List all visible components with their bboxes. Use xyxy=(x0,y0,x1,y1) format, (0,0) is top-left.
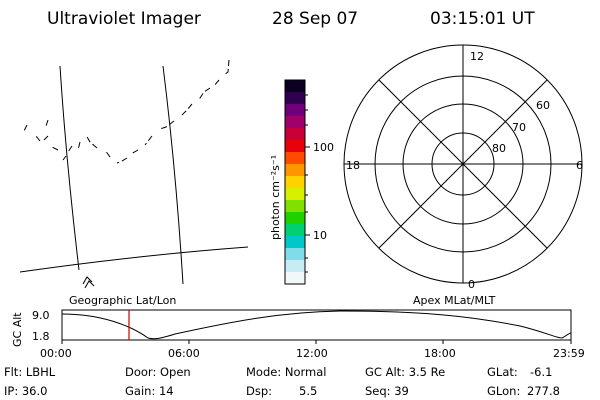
ip-info: IP: 36.0 xyxy=(4,384,47,398)
colorbar-segment xyxy=(285,260,305,273)
colorbar-segment xyxy=(285,104,305,117)
colorbar-segment xyxy=(285,212,305,225)
colorbar-segment xyxy=(285,140,305,153)
colorbar-segment xyxy=(285,92,305,105)
altitude-curve xyxy=(61,310,572,340)
colorbar-tick-100: 100 xyxy=(313,141,334,154)
altitude-plot-frame xyxy=(61,309,572,341)
mlt-label-0: 0 xyxy=(468,278,475,291)
altitude-xtick-1800: 18:00 xyxy=(424,347,456,360)
colorbar-segment xyxy=(285,128,305,141)
mlt-label-18: 18 xyxy=(346,159,360,172)
colorbar-unit-label: photon cm⁻²s⁻¹ xyxy=(269,155,282,240)
colorbar xyxy=(285,80,305,285)
coastline xyxy=(23,59,230,164)
altitude-xtick-1200: 12:00 xyxy=(296,347,328,360)
colorbar-segment xyxy=(285,224,305,237)
gc-alt-info: GC Alt: 3.5 Re xyxy=(365,365,445,379)
altitude-xticks xyxy=(61,340,572,344)
glat-label: GLat: xyxy=(487,365,518,379)
glon-value: 277.8 xyxy=(527,384,560,398)
altitude-xtick-0000: 00:00 xyxy=(40,347,72,360)
mlt-label-6: 6 xyxy=(576,159,583,172)
latitude-line xyxy=(19,246,249,273)
polar-diagonal-2 xyxy=(378,79,548,249)
colorbar-segment xyxy=(285,272,305,285)
colorbar-segment xyxy=(285,80,305,93)
door-info: Door: Open xyxy=(125,365,191,379)
glon-label: GLon: xyxy=(487,384,520,398)
seq-info: Seq: 39 xyxy=(365,384,409,398)
dsp-value: 5.5 xyxy=(299,384,317,398)
colorbar-segment xyxy=(285,200,305,213)
colorbar-ticks xyxy=(305,94,310,273)
mode-info: Mode: Normal xyxy=(246,365,326,379)
info-panel: Flt: LBHL Door: Open Mode: Normal GC Alt… xyxy=(4,365,560,398)
altitude-ytick-low: 1.8 xyxy=(32,330,50,343)
colorbar-segment xyxy=(285,188,305,201)
colorbar-segment xyxy=(285,116,305,129)
colorbar-segment xyxy=(285,176,305,189)
longitude-line-left xyxy=(59,65,80,271)
gain-info: Gain: 14 xyxy=(125,384,174,398)
colorbar-segment xyxy=(285,248,305,261)
geographic-label: Geographic Lat/Lon xyxy=(69,294,176,307)
time-label: 03:15:01 UT xyxy=(430,9,535,29)
altitude-ytick-high: 9.0 xyxy=(32,309,50,322)
altitude-xtick-0600: 06:00 xyxy=(168,347,200,360)
glat-value: -6.1 xyxy=(530,365,552,379)
altitude-plot xyxy=(61,309,572,344)
mlat-label-80: 80 xyxy=(492,142,506,155)
colorbar-frame xyxy=(284,79,306,285)
geographic-map xyxy=(19,59,249,289)
instrument-title: Ultraviolet Imager xyxy=(47,9,201,29)
apex-label: Apex MLat/MLT xyxy=(413,294,496,307)
filter-info: Flt: LBHL xyxy=(4,365,56,379)
dsp-label: Dsp: xyxy=(246,384,272,398)
mlat-label-70: 70 xyxy=(512,121,526,134)
mlat-label-60: 60 xyxy=(536,99,550,112)
polar-plot xyxy=(343,44,583,284)
longitude-line-right xyxy=(162,65,184,285)
colorbar-tick-10: 10 xyxy=(313,229,327,242)
map-marker-icon xyxy=(82,276,95,289)
mlt-label-12: 12 xyxy=(470,50,484,63)
colorbar-segment xyxy=(285,152,305,165)
colorbar-segment xyxy=(285,164,305,177)
altitude-ylabel: GC Alt xyxy=(11,312,24,347)
colorbar-segment xyxy=(285,236,305,249)
altitude-xtick-2359: 23:59 xyxy=(553,347,585,360)
date-label: 28 Sep 07 xyxy=(272,9,358,29)
